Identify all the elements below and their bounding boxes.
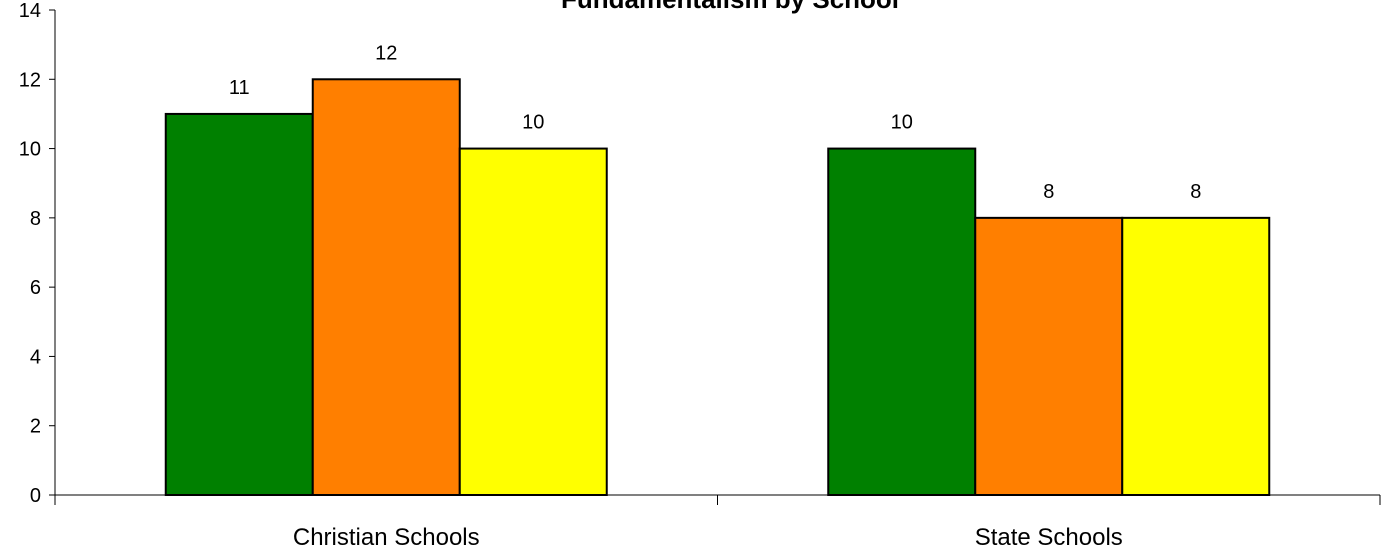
y-axis-ticks: 0 2 4 6 8 10 12 14 bbox=[19, 0, 55, 507]
data-labels: 11 12 10 10 8 8 bbox=[229, 42, 1201, 203]
bar bbox=[974, 216, 1124, 496]
chart-title: Fundamentalism by School bbox=[561, 0, 899, 14]
bar bbox=[1121, 216, 1271, 496]
y-tick-label: 6 bbox=[30, 277, 41, 299]
y-tick-label: 8 bbox=[30, 208, 41, 230]
bar bbox=[827, 147, 977, 496]
bar bbox=[458, 147, 608, 496]
bar-value-label: 8 bbox=[1043, 181, 1054, 203]
y-tick-label: 2 bbox=[30, 416, 41, 438]
y-tick-label: 10 bbox=[19, 139, 41, 161]
y-tick-label: 4 bbox=[30, 346, 41, 368]
bar-value-label: 8 bbox=[1190, 181, 1201, 203]
y-tick-label: 0 bbox=[30, 485, 41, 507]
category-label: State Schools bbox=[975, 524, 1123, 551]
bar-value-label: 10 bbox=[891, 112, 913, 134]
category-label: Christian Schools bbox=[293, 524, 480, 551]
bar-value-label: 11 bbox=[229, 77, 250, 99]
bar-value-label: 12 bbox=[375, 42, 397, 64]
bar-series bbox=[164, 78, 1271, 497]
y-tick-label: 12 bbox=[19, 69, 41, 91]
bar-value-label: 10 bbox=[522, 112, 544, 134]
category-labels: Christian Schools State Schools bbox=[293, 524, 1123, 551]
x-axis-ticks bbox=[54, 495, 1381, 505]
bar bbox=[311, 78, 461, 497]
y-tick-label: 14 bbox=[19, 0, 41, 22]
bar bbox=[164, 112, 314, 497]
